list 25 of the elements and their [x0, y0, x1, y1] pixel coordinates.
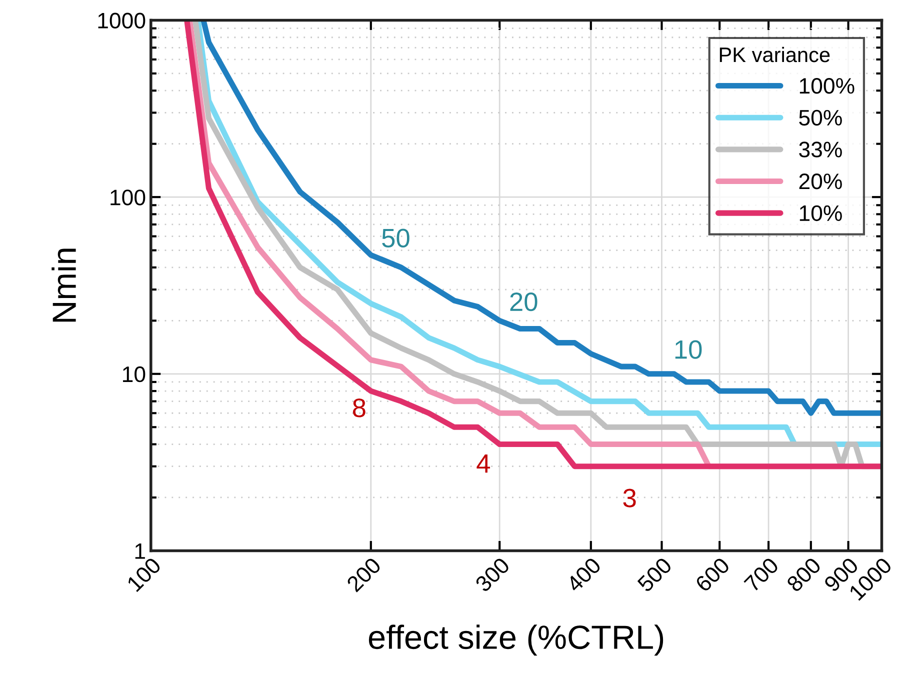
- x-tick-label: 600: [694, 556, 731, 593]
- y-tick-label: 1: [135, 543, 145, 559]
- x-axis-title: effect size (%CTRL): [368, 624, 664, 656]
- x-tick-label: 200: [346, 556, 382, 593]
- y-axis-title: Nmin: [52, 248, 76, 322]
- x-tick-label: 500: [636, 556, 673, 593]
- annotation: 50: [382, 228, 410, 248]
- annotation: 8: [352, 398, 366, 418]
- x-tick-label: 300: [474, 556, 511, 593]
- annotation: 20: [510, 292, 538, 312]
- annotation: 4: [476, 454, 490, 473]
- annotation: 3: [623, 488, 636, 508]
- legend-title: PK variance: [720, 46, 830, 62]
- y-tick-label: 10: [123, 366, 146, 382]
- legend-label: 20%: [799, 174, 842, 190]
- legend-label: 100%: [800, 78, 854, 94]
- x-tick-label: 700: [744, 556, 780, 593]
- legend-label: 33%: [799, 142, 842, 158]
- legend-label: 50%: [799, 110, 842, 126]
- y-tick-label: 1000: [98, 12, 146, 29]
- y-tick-label: 100: [110, 190, 146, 206]
- x-tick-label: 400: [565, 556, 602, 593]
- annotation: 10: [675, 340, 702, 359]
- legend-label: 10%: [800, 205, 842, 222]
- x-tick-label: 800: [786, 556, 822, 593]
